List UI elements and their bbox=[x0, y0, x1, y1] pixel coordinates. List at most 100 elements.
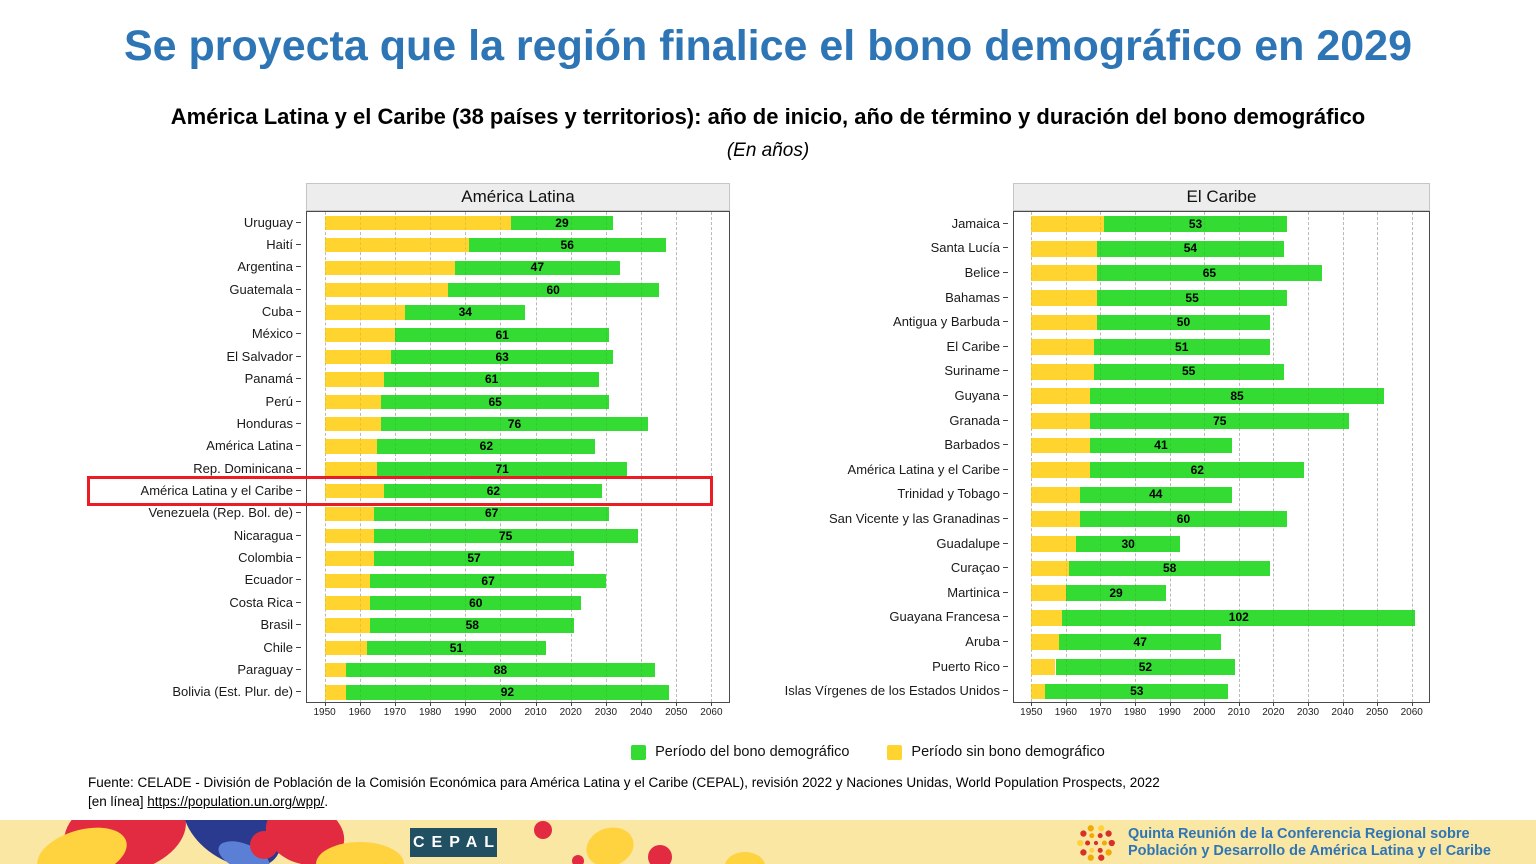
x-axis-tick bbox=[1169, 702, 1171, 706]
bar-no-bonus-segment bbox=[1031, 339, 1094, 355]
x-axis-tick bbox=[324, 702, 326, 706]
gridline bbox=[535, 212, 537, 702]
gridline-overlay bbox=[430, 212, 432, 702]
country-label: Nicaragua bbox=[85, 524, 301, 546]
bar-bonus-segment bbox=[384, 372, 599, 387]
gridline bbox=[1135, 212, 1137, 702]
bar-bonus-segment bbox=[1058, 634, 1222, 651]
bar-bonus-segment bbox=[1090, 388, 1385, 405]
gridline bbox=[605, 212, 607, 702]
bar-row: 67 bbox=[307, 570, 729, 592]
bar-bonus-segment bbox=[1076, 535, 1180, 552]
bar-value-label: 62 bbox=[1190, 462, 1204, 477]
bar-row: 76 bbox=[307, 413, 729, 435]
x-axis-tick-label: 1990 bbox=[454, 707, 477, 718]
country-label: Costa Rica bbox=[85, 591, 301, 613]
bar-bonus-segment bbox=[447, 282, 659, 298]
gridline bbox=[1307, 212, 1309, 702]
gridline-overlay bbox=[465, 212, 467, 702]
x-axis-tick bbox=[1307, 702, 1309, 706]
country-label: Uruguay bbox=[85, 211, 301, 233]
gridline-overlay bbox=[500, 212, 502, 702]
bar-value-label: 88 bbox=[493, 662, 508, 677]
country-label: Rep. Dominicana bbox=[85, 457, 301, 479]
x-axis-tick bbox=[1377, 702, 1379, 706]
country-label: Curaçao bbox=[770, 555, 1008, 580]
x-axis-tick-label: 2050 bbox=[1366, 707, 1389, 718]
x-axis-tick-label: 2060 bbox=[1400, 707, 1423, 718]
gridline-overlay bbox=[1031, 212, 1033, 702]
bar-no-bonus-segment bbox=[324, 372, 385, 387]
gridline-overlay bbox=[1307, 212, 1309, 702]
bar-bonus-segment bbox=[510, 215, 613, 231]
country-label: Belice bbox=[770, 260, 1008, 285]
bar-value-label: 92 bbox=[500, 685, 515, 700]
bar-no-bonus-segment bbox=[1031, 437, 1091, 454]
x-axis-tick-label: 2010 bbox=[524, 707, 547, 718]
bar-row: 54 bbox=[1014, 237, 1429, 262]
bar-value-label: 58 bbox=[465, 618, 479, 633]
bar-no-bonus-segment bbox=[1031, 388, 1091, 405]
bar-no-bonus-segment bbox=[1031, 585, 1066, 601]
gridline bbox=[676, 212, 678, 702]
gridline-overlay bbox=[1342, 212, 1344, 702]
bar-row: 62 bbox=[1014, 458, 1429, 483]
bar-row: 62 bbox=[307, 480, 729, 502]
bar-row: 52 bbox=[1014, 655, 1429, 680]
x-axis-tick-label: 2000 bbox=[489, 707, 512, 718]
bar-no-bonus-segment bbox=[1031, 314, 1097, 331]
cepal-logo: CEPAL bbox=[410, 828, 497, 857]
bar-bonus-segment bbox=[373, 506, 610, 521]
bar-value-label: 61 bbox=[495, 327, 509, 342]
bar-no-bonus-segment bbox=[324, 215, 511, 231]
x-axis-tick bbox=[535, 702, 537, 706]
bar-no-bonus-segment bbox=[1031, 240, 1097, 257]
bar-row: 65 bbox=[1014, 261, 1429, 286]
bar-no-bonus-segment bbox=[324, 394, 381, 409]
gridline bbox=[1031, 212, 1033, 702]
bar-value-label: 71 bbox=[495, 461, 509, 476]
x-axis-tick bbox=[1238, 702, 1240, 706]
bar-value-label: 75 bbox=[499, 528, 513, 543]
bar-no-bonus-segment bbox=[1031, 609, 1063, 626]
bar-bonus-segment bbox=[370, 618, 575, 633]
bar-bonus-segment bbox=[1065, 585, 1167, 601]
bar-no-bonus-segment bbox=[324, 417, 381, 432]
x-axis-tick bbox=[641, 702, 643, 706]
bar-value-label: 63 bbox=[495, 349, 509, 364]
conference-line1: Quinta Reunión de la Conferencia Regiona… bbox=[1128, 826, 1470, 842]
bar-no-bonus-segment bbox=[324, 282, 448, 298]
bar-row: 57 bbox=[307, 547, 729, 569]
conference-line2: Población y Desarrollo de América Latina… bbox=[1128, 842, 1491, 859]
country-label: Puerto Rico bbox=[770, 654, 1008, 679]
footer-band: CEPAL Quinta Reunión de la Conferencia R… bbox=[0, 820, 1536, 864]
plot-area: 1950 1960 1970 1980 1990 2000 2010 2020 2030 2040… bbox=[306, 211, 730, 718]
gridline bbox=[1411, 212, 1413, 702]
gridline bbox=[1273, 212, 1275, 702]
gridline-overlay bbox=[1100, 212, 1102, 702]
gridline-overlay bbox=[1238, 212, 1240, 702]
gridline bbox=[1100, 212, 1102, 702]
gridline-overlay bbox=[359, 212, 361, 702]
chart-title: El Caribe bbox=[1013, 183, 1430, 211]
gridline-overlay bbox=[641, 212, 643, 702]
legend-item-no_bonus: Período sin bono demográfico bbox=[887, 744, 1105, 760]
bar-row: 60 bbox=[1014, 507, 1429, 532]
x-axis-tick-label: 2000 bbox=[1193, 707, 1216, 718]
gridline-overlay bbox=[1204, 212, 1206, 702]
country-label: Argentina bbox=[85, 256, 301, 278]
gridline bbox=[359, 212, 361, 702]
x-axis-tick bbox=[711, 702, 713, 706]
country-label: Islas Vírgenes de los Estados Unidos bbox=[770, 678, 1008, 703]
x-axis-tick bbox=[1100, 702, 1102, 706]
bar-row: 55 bbox=[1014, 360, 1429, 385]
bar-no-bonus-segment bbox=[324, 618, 371, 633]
bar-row: 60 bbox=[307, 592, 729, 614]
x-axis-tick bbox=[500, 702, 502, 706]
bar-bonus-segment bbox=[394, 327, 610, 342]
bar-value-label: 52 bbox=[1138, 659, 1153, 674]
bar-value-label: 54 bbox=[1183, 241, 1198, 256]
source-link[interactable]: https://population.un.org/wpp/ bbox=[147, 793, 325, 809]
x-axis-tick bbox=[1031, 702, 1033, 706]
bar-value-label: 55 bbox=[1181, 364, 1196, 379]
